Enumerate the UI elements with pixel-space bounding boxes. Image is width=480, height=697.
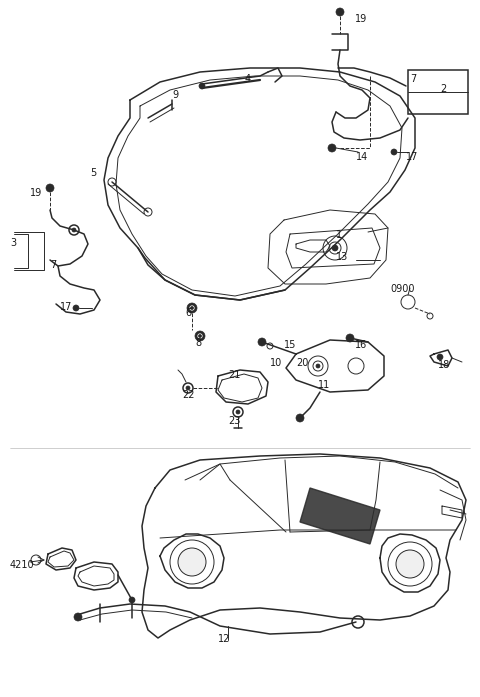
Text: 4210: 4210 [10, 560, 35, 570]
Circle shape [195, 331, 205, 341]
Text: 0900: 0900 [390, 284, 415, 294]
Text: 7: 7 [410, 74, 416, 84]
Text: 9: 9 [172, 90, 178, 100]
Circle shape [189, 305, 195, 311]
Circle shape [391, 149, 397, 155]
Text: 15: 15 [284, 340, 296, 350]
Circle shape [74, 613, 82, 621]
Text: 16: 16 [355, 340, 367, 350]
Circle shape [236, 410, 240, 414]
Circle shape [46, 184, 54, 192]
Circle shape [396, 550, 424, 578]
Circle shape [186, 386, 190, 390]
Text: 17: 17 [60, 302, 72, 312]
Circle shape [346, 334, 354, 342]
Circle shape [72, 228, 76, 232]
Polygon shape [300, 488, 380, 544]
Circle shape [178, 548, 206, 576]
Text: 2: 2 [440, 84, 446, 94]
Text: 11: 11 [318, 380, 330, 390]
Text: 1: 1 [336, 230, 342, 240]
Circle shape [187, 303, 197, 313]
Text: 14: 14 [356, 152, 368, 162]
Circle shape [332, 245, 338, 251]
Text: 3: 3 [10, 238, 16, 248]
Text: 21: 21 [228, 370, 240, 380]
Text: 7: 7 [50, 260, 56, 270]
Circle shape [316, 364, 320, 368]
Circle shape [199, 83, 205, 89]
Text: 17: 17 [406, 152, 419, 162]
Circle shape [73, 305, 79, 311]
Circle shape [199, 335, 202, 337]
Text: 20: 20 [296, 358, 308, 368]
Text: 6: 6 [185, 308, 191, 318]
Text: 5: 5 [90, 168, 96, 178]
Text: 18: 18 [438, 360, 450, 370]
Text: 13: 13 [336, 252, 348, 262]
Circle shape [258, 338, 266, 346]
Bar [408, 70, 468, 114]
Text: 19: 19 [30, 188, 42, 198]
Text: 8: 8 [195, 338, 201, 348]
Text: 23: 23 [228, 416, 240, 426]
Circle shape [129, 597, 135, 603]
Text: 12: 12 [218, 634, 230, 644]
Circle shape [328, 144, 336, 152]
Circle shape [336, 8, 344, 16]
Text: 4: 4 [245, 74, 251, 84]
Circle shape [191, 307, 193, 309]
Circle shape [197, 333, 203, 339]
Circle shape [296, 414, 304, 422]
Text: 10: 10 [270, 358, 282, 368]
Circle shape [437, 354, 443, 360]
Text: 22: 22 [182, 390, 194, 400]
Text: 19: 19 [355, 14, 367, 24]
